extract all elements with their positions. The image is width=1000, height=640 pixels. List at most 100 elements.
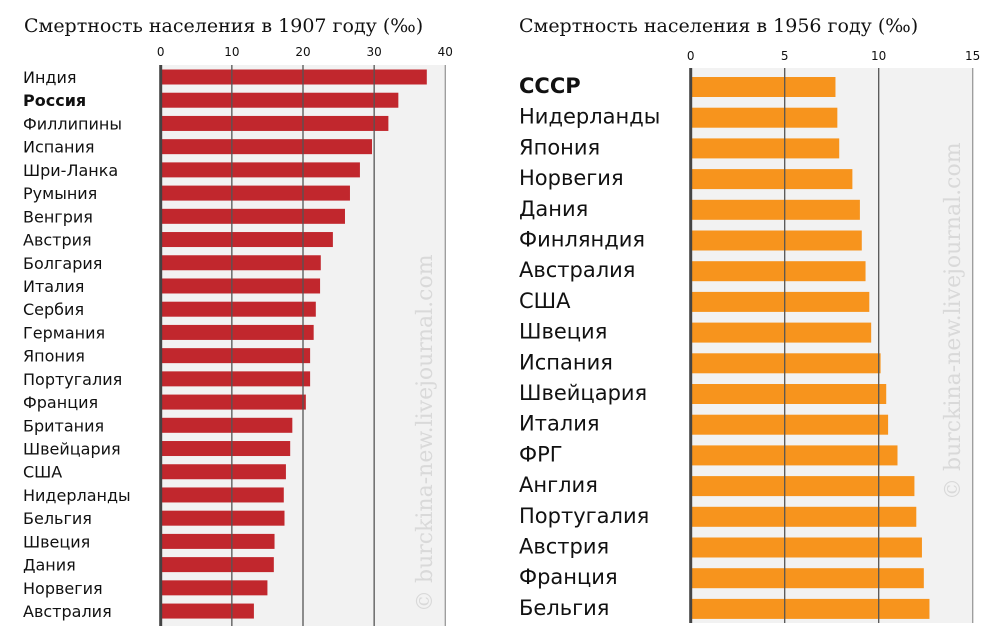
category-label: Швейцария [519,381,647,405]
bar [690,384,887,404]
bar [690,199,860,220]
bar [690,77,836,97]
bar [160,348,311,364]
category-label: Нидерланды [519,105,660,129]
category-label: Индия [23,68,77,87]
bar [690,261,866,282]
category-label: Швейцария [23,440,121,459]
x-tick-label: 0 [157,45,165,59]
bar [690,414,889,435]
bar [160,417,293,433]
bar [160,115,389,131]
chart-title: Смертность населения в 1956 году (‰) [519,15,918,37]
category-label: Филлипины [23,114,122,133]
category-label: Австралия [519,258,635,282]
category-label: СССР [519,74,581,98]
category-label: США [23,463,62,482]
category-label: Бельгия [519,596,609,620]
category-label: Австрия [519,535,609,559]
watermark: © burckina-new.livejournal.com [413,254,438,612]
bar [160,464,286,480]
bar [160,162,360,178]
bar [160,324,314,340]
category-label: Япония [23,347,85,366]
category-label: Франция [23,393,98,412]
x-tick-label: 0 [687,49,695,63]
bar [160,510,285,526]
category-label: Австрия [23,231,92,250]
x-tick-label: 20 [295,45,310,59]
bar [160,394,306,410]
category-label: Дания [519,197,588,221]
bar [690,598,930,619]
bar [160,232,333,248]
bar [160,557,274,573]
category-label: Норвегия [23,579,103,598]
category-label: Швеция [23,532,90,551]
bar [690,169,853,190]
bar [160,603,254,619]
bar [690,230,862,251]
watermark: © burckina-new.livejournal.com [941,142,966,500]
category-label: Италия [519,412,600,436]
category-label: Швеция [519,320,607,344]
category-label: Румыния [23,184,97,203]
bar [160,301,316,317]
chart-1: Смертность населения в 1907 году (‰) 0 10 2… [23,15,453,626]
bar [690,506,917,527]
category-label: Дания [23,556,76,575]
category-label: Испания [519,350,613,374]
bar [160,139,373,155]
x-tick-label: 30 [367,45,382,59]
plot-background [690,68,973,623]
chart-2: Смертность населения в 1956 году (‰) 0 5 10… [519,15,980,623]
x-tick-label: 15 [965,49,980,63]
category-label: Россия [23,91,86,110]
bar [160,487,284,503]
bar [160,371,311,387]
category-label: Австралия [23,602,112,621]
category-label: Финляндия [519,228,645,252]
category-label: Британия [23,416,104,435]
category-label: Шри-Ланка [23,161,118,180]
bar [690,138,840,159]
bar [690,445,898,466]
category-label: Япония [519,135,600,159]
bar [690,322,872,343]
category-label: Нидерланды [23,486,131,505]
bar [160,208,345,224]
bar [160,255,321,271]
bar [160,278,321,294]
category-label: Сербия [23,300,84,319]
bar [690,537,922,558]
category-label: Норвегия [519,166,624,190]
category-label: США [519,289,571,313]
category-label: Италия [23,277,84,296]
category-label: Португалия [519,504,649,528]
bar [690,291,870,312]
x-tick-label: 10 [224,45,239,59]
bar [690,353,881,374]
category-label: Испания [23,138,95,157]
chart-title: Смертность населения в 1907 году (‰) [24,15,423,37]
category-label: Венгрия [23,207,93,226]
x-tick-label: 10 [871,49,886,63]
category-label: Франция [519,565,618,589]
bar [160,92,399,108]
category-label: Болгария [23,254,102,273]
x-tick-label: 5 [781,49,789,63]
bar [690,107,838,128]
bar [160,441,291,457]
category-label: ФРГ [519,442,563,466]
bar [160,580,268,596]
category-label: Германия [23,323,105,342]
bar [690,568,924,589]
bar [160,185,350,201]
x-tick-label: 40 [438,45,453,59]
category-label: Бельгия [23,509,92,528]
bar [160,533,275,549]
bar [690,476,915,497]
category-label: Португалия [23,370,122,389]
bar [160,69,427,85]
